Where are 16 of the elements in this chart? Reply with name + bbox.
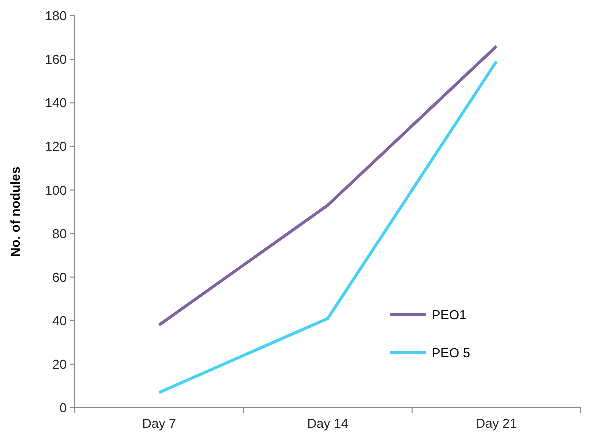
x-tick-label: Day 7 bbox=[142, 416, 176, 431]
y-tick-label: 20 bbox=[52, 356, 67, 372]
y-tick-label: 100 bbox=[45, 182, 67, 198]
y-tick-label: 0 bbox=[60, 400, 67, 416]
x-tick-label: Day 21 bbox=[476, 416, 518, 431]
y-tick-label: 120 bbox=[45, 139, 67, 154]
y-tick-label: 140 bbox=[45, 96, 67, 111]
y-tick-label: 180 bbox=[45, 8, 67, 24]
y-tick-label: 160 bbox=[45, 52, 67, 68]
y-tick-label: 40 bbox=[52, 313, 67, 328]
legend-label: PEO 5 bbox=[432, 346, 470, 361]
legend-label: PEO1 bbox=[432, 308, 467, 323]
y-tick-label: 60 bbox=[52, 270, 67, 285]
x-tick-label: Day 14 bbox=[307, 416, 349, 431]
y-axis-title: No. of nodules bbox=[8, 166, 23, 258]
y-tick-label: 80 bbox=[52, 226, 67, 242]
